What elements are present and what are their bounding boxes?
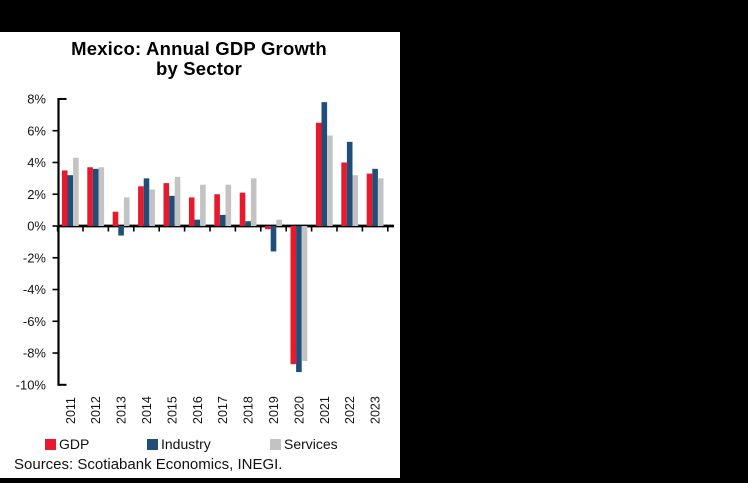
x-category-label: 2021 [318,396,332,424]
bar-industry-2020 [296,226,302,373]
bar-gdp-2015 [163,183,170,226]
bar-chart: 8% 6% 4% 2% 0% -2% -4% -6% -8% -10% 2011 2012 2013 20… [16,92,394,424]
legend-label-gdp: GDP [59,436,90,452]
y-tick-label: 6% [27,123,46,138]
legend-swatch-services [270,438,281,450]
bar-services-2020 [301,226,308,361]
bar-industry-2019 [270,226,277,252]
bar-services-2012 [98,167,105,226]
bar-industry-2015 [169,195,175,226]
y-tick-label: -2% [23,250,47,265]
bar-gdp-2014 [138,186,144,226]
bar-industry-2012 [92,168,99,226]
legend-label-industry: Industry [161,436,211,452]
x-category-label: 2017 [216,396,230,424]
bar-industry-2014 [143,178,150,226]
x-category-label: 2011 [64,397,78,424]
y-tick-label: 2% [27,187,46,202]
y-tick-label: -10% [16,378,47,393]
bar-gdp-2016 [188,197,195,226]
bar-gdp-2013 [112,211,119,226]
bar-gdp-2012 [87,167,93,226]
bar-services-2011 [73,157,79,226]
bar-gdp-2017 [214,194,220,226]
bar-industry-2011 [67,175,74,226]
x-category-label: 2015 [165,396,179,424]
bar-services-2017 [225,184,232,226]
legend-item-industry: Industry [147,435,211,453]
x-category-label: 2023 [369,396,383,424]
chart-title-line2: by Sector [155,58,243,79]
bar-services-2022 [352,175,359,226]
y-tick-label: -8% [23,346,47,361]
y-tick-label: 4% [27,155,46,170]
x-category-label: 2012 [89,396,103,424]
bar-services-2013 [123,197,130,226]
bar-gdp-2022 [341,162,347,226]
bar-industry-2023 [372,168,378,226]
bar-gdp-2020 [290,226,297,365]
x-category-label: 2016 [191,396,205,424]
bar-industry-2016 [194,219,201,226]
bar-industry-2017 [219,214,226,226]
y-tick-label: -6% [23,314,47,329]
y-tick-label: 0% [27,219,46,234]
bar-services-2016 [200,184,206,226]
x-category-label: 2018 [242,396,256,424]
bar-industry-2021 [321,102,328,226]
bar-services-2018 [250,178,257,226]
bar-industry-2018 [245,221,251,226]
chart-title-line1: Mexico: Annual GDP Growth [71,38,327,59]
x-category-label: 2019 [267,396,281,424]
y-tick-label: 8% [27,92,46,107]
bar-industry-2022 [346,141,353,226]
bar-gdp-2021 [315,122,322,226]
legend-label-services: Services [284,436,338,452]
bar-services-2015 [174,176,181,226]
legend-swatch-gdp [45,438,56,450]
right-black-panel [400,0,748,483]
chart-title: Mexico: Annual GDP Growth by Sector [0,39,398,79]
chart-panel: 8% 6% 4% 2% 0% -2% -4% -6% -8% -10% 2011 2012 2013 20… [0,32,400,478]
x-category-label: 2014 [140,396,154,424]
bar-industry-2013 [118,226,124,236]
bar-services-2021 [327,135,333,226]
x-category-label: 2020 [292,396,306,424]
bar-services-2014 [149,189,155,226]
bar-gdp-2019 [265,226,271,230]
legend-item-services: Services [270,435,338,453]
chart-legend: GDP Industry Services [0,435,398,455]
bottom-black-bar [0,478,748,483]
bar-gdp-2018 [239,192,246,226]
bar-gdp-2011 [61,170,68,226]
x-category-label: 2013 [115,396,129,424]
source-note: Sources: Scotiabank Economics, INEGI. [14,456,283,473]
bar-gdp-2023 [366,173,373,226]
bar-services-2019 [276,219,282,226]
legend-swatch-industry [147,438,158,450]
x-category-label: 2022 [343,396,357,424]
bar-services-2023 [377,178,384,226]
y-tick-label: -4% [23,282,47,297]
legend-item-gdp: GDP [45,435,89,453]
